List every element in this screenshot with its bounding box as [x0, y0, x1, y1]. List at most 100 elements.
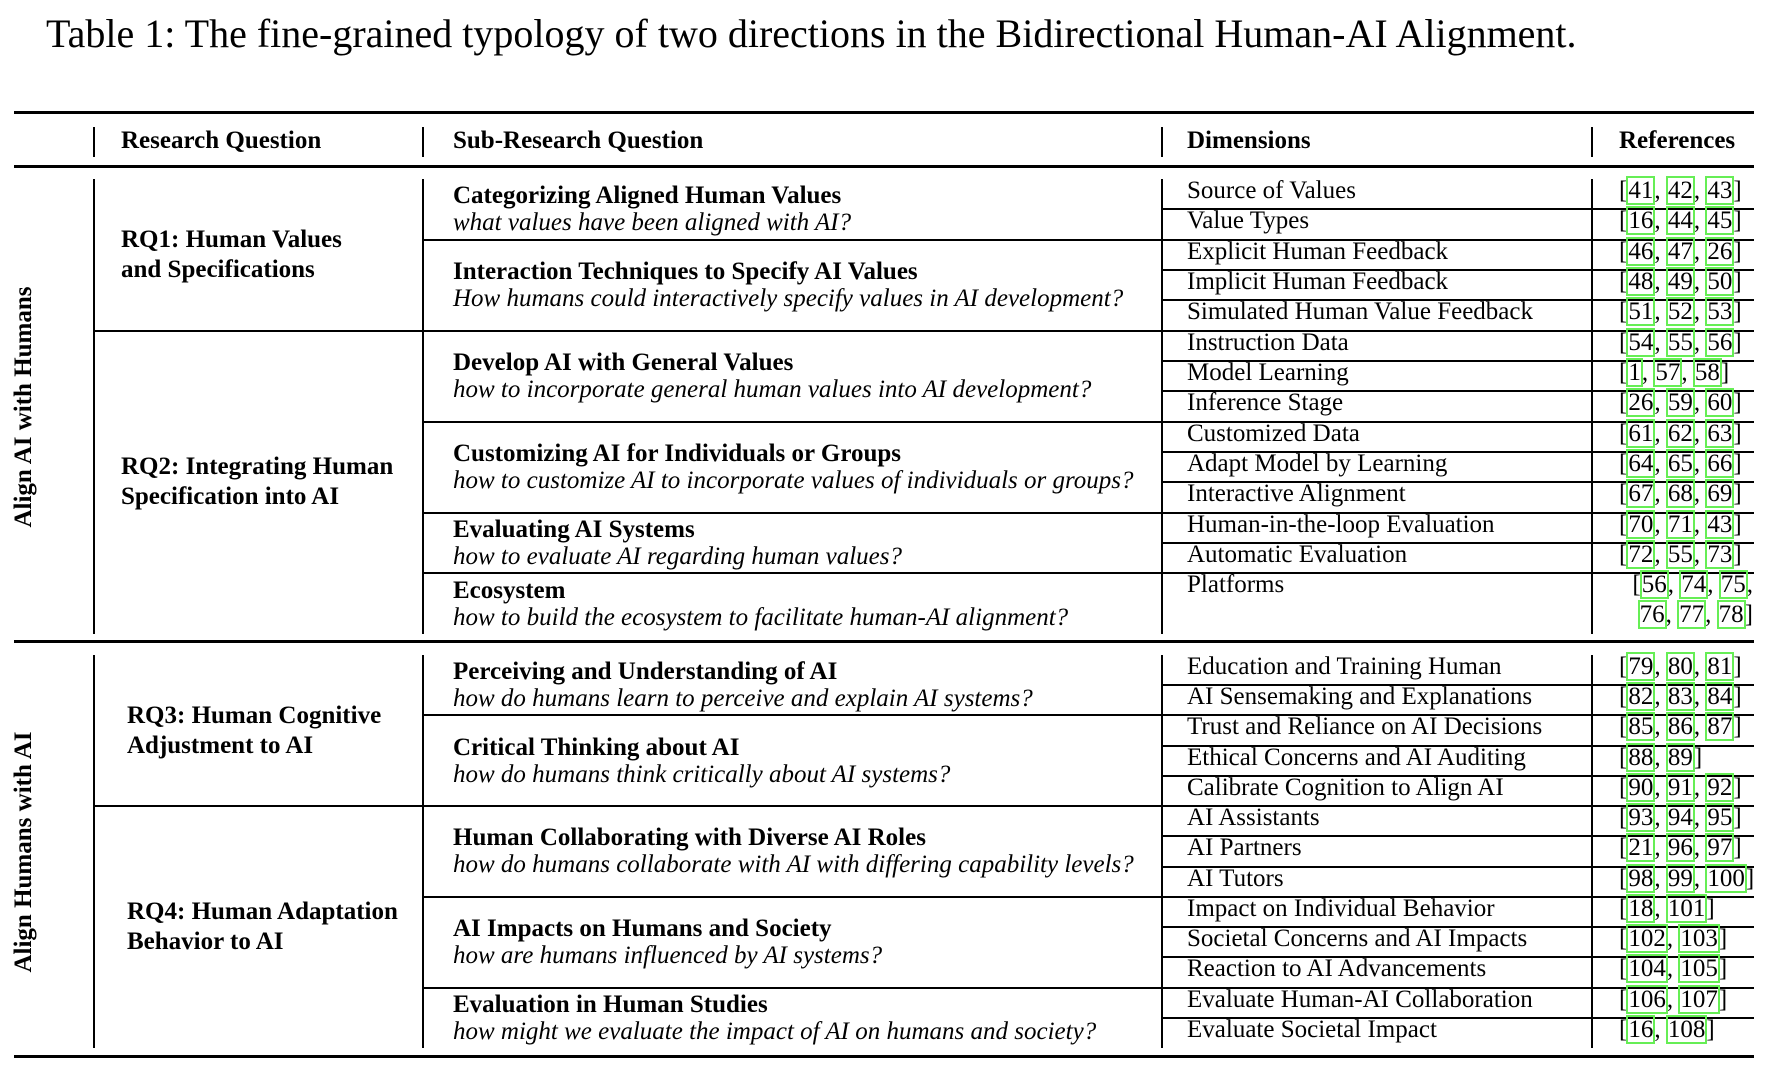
citation-link[interactable]: 59: [1665, 388, 1695, 418]
reference-list: [85, 86, 87]: [1619, 712, 1742, 742]
citation-link[interactable]: 77: [1677, 600, 1707, 630]
citation-link[interactable]: 88: [1626, 742, 1656, 772]
citation-link[interactable]: 90: [1626, 772, 1656, 802]
citation-link[interactable]: 57: [1653, 358, 1683, 387]
citation-link[interactable]: 106: [1626, 984, 1668, 1014]
citation-link[interactable]: 48: [1626, 267, 1656, 296]
citation-link[interactable]: 92: [1705, 772, 1735, 802]
citation-link[interactable]: 63: [1705, 418, 1735, 448]
reference-list: [41, 42, 43]: [1619, 176, 1742, 205]
citation-link[interactable]: 83: [1665, 682, 1695, 712]
citation-link[interactable]: 80: [1665, 652, 1695, 681]
citation-link[interactable]: 60: [1705, 388, 1735, 418]
citation-link[interactable]: 108: [1665, 1014, 1708, 1044]
citation-link[interactable]: 75: [1718, 570, 1748, 600]
citation-link[interactable]: 95: [1705, 803, 1735, 833]
sub-question-cell: Develop AI with General Values how to inc…: [453, 331, 1091, 422]
citation-link[interactable]: 96: [1665, 833, 1695, 863]
research-question-title: Behavior to AI: [127, 928, 284, 956]
citation-link[interactable]: 49: [1665, 267, 1695, 296]
citation-link[interactable]: 53: [1705, 297, 1735, 327]
citation-link[interactable]: 21: [1626, 833, 1656, 863]
citation-link[interactable]: 98: [1626, 863, 1656, 893]
reference-list: [98, 99, 100]: [1619, 863, 1755, 893]
citation-link[interactable]: 104: [1626, 954, 1668, 984]
citation-link[interactable]: 46: [1626, 236, 1656, 266]
citation-link[interactable]: 43: [1705, 509, 1735, 539]
citation-link[interactable]: 58: [1692, 358, 1722, 387]
header-rule: [14, 165, 1754, 168]
citation-link[interactable]: 74: [1679, 570, 1709, 600]
citation-link[interactable]: 86: [1665, 712, 1695, 742]
sub-question-text: how to incorporate general human values …: [453, 376, 1092, 404]
dimension-label: AI Tutors: [1187, 864, 1284, 892]
citation-link[interactable]: 101: [1665, 893, 1708, 923]
column-divider: [422, 655, 424, 1048]
citation-link[interactable]: 47: [1665, 236, 1695, 266]
citation-link[interactable]: 1: [1626, 358, 1643, 387]
citation-link[interactable]: 70: [1626, 509, 1656, 539]
citation-link[interactable]: 16: [1626, 206, 1656, 236]
citation-link[interactable]: 41: [1626, 176, 1656, 205]
citation-link[interactable]: 61: [1626, 418, 1656, 448]
citation-link[interactable]: 82: [1626, 682, 1656, 712]
citation-link[interactable]: 69: [1705, 479, 1735, 509]
citation-link[interactable]: 89: [1665, 742, 1695, 772]
citation-link[interactable]: 67: [1626, 479, 1656, 509]
citation-link[interactable]: 65: [1665, 449, 1695, 478]
research-question-divider: [93, 329, 1754, 332]
citation-link[interactable]: 87: [1705, 712, 1735, 742]
citation-link[interactable]: 62: [1665, 418, 1695, 448]
citation-link[interactable]: 79: [1626, 652, 1656, 681]
dimension-row-divider: [1161, 684, 1754, 687]
citation-link[interactable]: 55: [1665, 327, 1695, 357]
citation-link[interactable]: 73: [1705, 540, 1735, 569]
citation-link[interactable]: 43: [1705, 176, 1735, 205]
citation-link[interactable]: 54: [1626, 327, 1656, 357]
citation-link[interactable]: 99: [1665, 863, 1695, 893]
citation-link[interactable]: 91: [1665, 772, 1695, 802]
citation-link[interactable]: 93: [1626, 803, 1656, 833]
citation-link[interactable]: 45: [1705, 206, 1735, 236]
research-question-title: RQ2: Integrating Human: [121, 453, 394, 481]
sub-question-cell: Evaluating AI Systems how to evaluate AI …: [453, 513, 902, 574]
citation-link[interactable]: 18: [1626, 893, 1656, 923]
citation-link[interactable]: 71: [1665, 509, 1695, 539]
dimension-label: Education and Training Human: [1187, 653, 1502, 680]
citation-link[interactable]: 64: [1626, 449, 1656, 478]
citation-link[interactable]: 102: [1626, 924, 1668, 954]
citation-link[interactable]: 44: [1665, 206, 1695, 236]
citation-link[interactable]: 50: [1705, 267, 1735, 296]
header-divider: [1591, 127, 1593, 157]
citation-link[interactable]: 78: [1716, 600, 1746, 630]
citation-link[interactable]: 26: [1705, 236, 1735, 266]
citation-link[interactable]: 72: [1626, 540, 1656, 569]
citation-link[interactable]: 94: [1665, 803, 1695, 833]
citation-link[interactable]: 42: [1665, 176, 1695, 205]
citation-link[interactable]: 81: [1705, 652, 1735, 681]
citation-link[interactable]: 107: [1678, 984, 1720, 1014]
citation-link[interactable]: 84: [1705, 682, 1735, 712]
citation-link[interactable]: 56: [1639, 570, 1669, 600]
citation-link[interactable]: 97: [1705, 833, 1735, 863]
citation-link[interactable]: 51: [1626, 297, 1656, 327]
reference-list: [26, 59, 60]: [1619, 388, 1742, 418]
citation-link[interactable]: 85: [1626, 712, 1656, 742]
citation-link[interactable]: 100: [1705, 863, 1747, 893]
citation-link[interactable]: 56: [1705, 327, 1735, 357]
citation-link[interactable]: 66: [1705, 449, 1735, 478]
citation-link[interactable]: 52: [1665, 297, 1695, 327]
header-sub-research-question: Sub-Research Question: [453, 127, 704, 154]
reference-list: [1, 57, 58]: [1619, 358, 1730, 387]
dimension-label: Interactive Alignment: [1187, 480, 1406, 508]
dimension-label: Trust and Reliance on AI Decisions: [1187, 713, 1543, 741]
dimension-row-divider: [1161, 1016, 1754, 1019]
citation-link[interactable]: 103: [1678, 924, 1720, 954]
citation-link[interactable]: 105: [1678, 954, 1720, 984]
citation-link[interactable]: 16: [1626, 1014, 1656, 1044]
citation-link[interactable]: 68: [1665, 479, 1695, 509]
citation-link[interactable]: 55: [1665, 540, 1695, 569]
citation-link[interactable]: 26: [1626, 388, 1656, 418]
column-divider: [1161, 179, 1163, 634]
citation-link[interactable]: 76: [1637, 600, 1667, 630]
